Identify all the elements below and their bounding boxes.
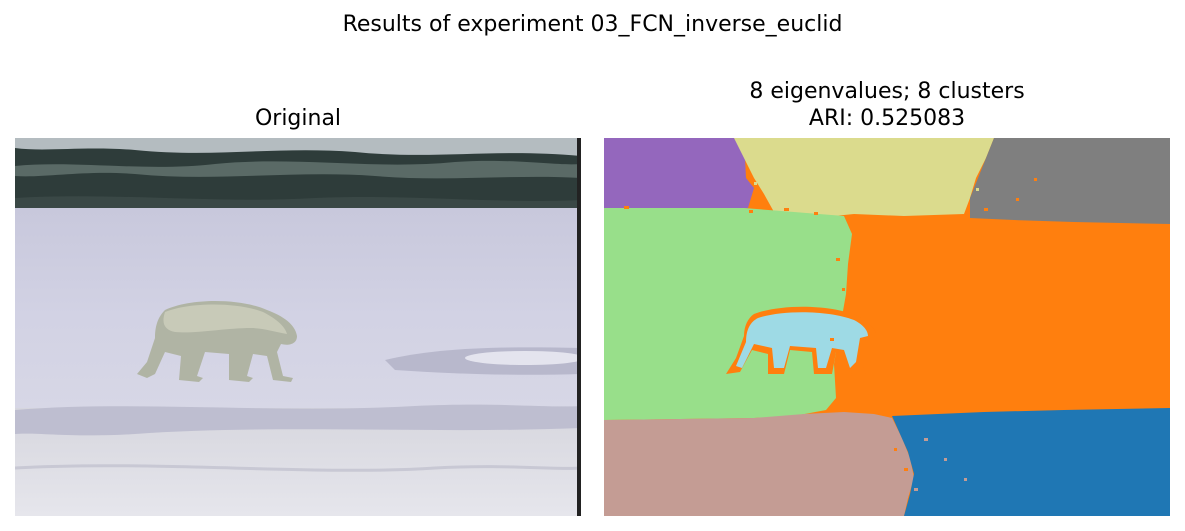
- cluster-gray: [970, 138, 1170, 224]
- cluster-light-green: [604, 208, 852, 420]
- left-panel-title: Original: [15, 105, 581, 132]
- cluster-blue: [892, 408, 1170, 516]
- cluster-segmentation: [604, 138, 1170, 516]
- polar-bear-shape: [137, 301, 297, 382]
- cluster-light-blue: [726, 306, 876, 376]
- cluster-purple: [604, 138, 754, 208]
- right-panel-title: 8 eigenvalues; 8 clusters ARI: 0.525083: [604, 78, 1170, 132]
- cluster-tan: [604, 412, 914, 516]
- right-panel-title-line2: ARI: 0.525083: [808, 106, 966, 131]
- cluster-image: [604, 138, 1170, 516]
- cluster-noise-tan: [914, 438, 967, 491]
- right-panel-title-line1: 8 eigenvalues; 8 clusters: [749, 79, 1025, 104]
- original-image: [15, 138, 581, 516]
- left-panel-title-text: Original: [254, 106, 342, 131]
- cluster-noise-orange: [624, 178, 1037, 471]
- cluster-olive: [734, 138, 994, 218]
- polar-bear-photo: [15, 138, 581, 516]
- cluster-noise-olive: [754, 182, 979, 191]
- figure-suptitle: Results of experiment 03_FCN_inverse_euc…: [342, 12, 843, 37]
